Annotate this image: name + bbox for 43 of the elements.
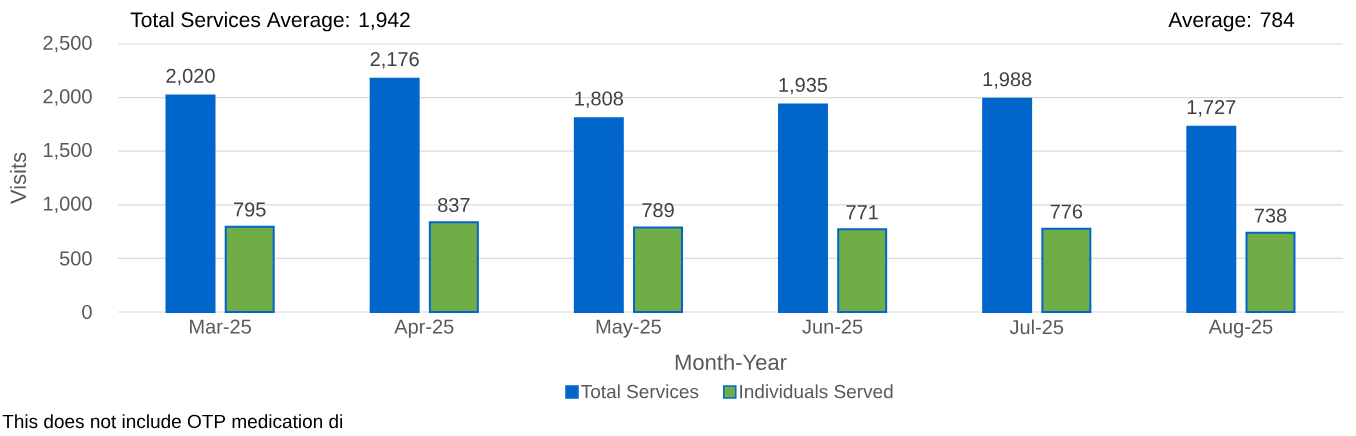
text: Total Services Average: 1,942: [130, 11, 410, 32]
data-label: 2,020: [166, 68, 215, 86]
bar: [1245, 231, 1296, 313]
data-label: 771: [846, 205, 878, 220]
y-tick-label: 1,500: [43, 142, 92, 160]
x-tick-label: Mar-25: [190, 319, 251, 334]
data-label: 1,935: [779, 77, 828, 95]
y-tick-label: 1,000: [43, 196, 92, 214]
data-label: 837: [438, 197, 470, 213]
data-label: 738: [1254, 208, 1287, 223]
x-tick-label: Apr-25: [394, 319, 454, 338]
data-label: 789: [642, 203, 674, 218]
x-tick-label: May-25: [596, 319, 661, 338]
data-label: 1,808: [575, 91, 623, 108]
legend-label: Total Services: [581, 384, 699, 399]
x-tick-label: Jul-25: [1009, 319, 1064, 335]
x-axis-title: Month-Year: [675, 353, 787, 371]
y-tick-label: 500: [59, 251, 92, 266]
y-tick-label: 2,000: [43, 89, 92, 106]
bar: [428, 221, 479, 313]
bar: [165, 94, 216, 313]
bar: [1041, 227, 1092, 313]
y-tick-label: 2,500: [43, 35, 92, 53]
text: This does not include OTP medication di: [2, 414, 342, 429]
bar: [777, 103, 828, 313]
legend-label: Individuals Served: [740, 384, 893, 399]
data-label: 2,176: [370, 51, 419, 69]
data-label: 795: [234, 202, 266, 217]
bar: [982, 97, 1033, 313]
bar: [573, 117, 624, 313]
bar: [369, 77, 420, 313]
y-tick-label: 0: [82, 304, 92, 320]
bar: [1186, 125, 1237, 313]
text: Average: 784: [1168, 12, 1295, 32]
data-label: 1,988: [983, 72, 1032, 89]
bar: [224, 225, 275, 313]
data-label: 1,727: [1187, 100, 1236, 117]
bar: [633, 226, 684, 313]
bar: [837, 228, 888, 313]
data-label: 776: [1050, 204, 1083, 219]
x-tick-label: Aug-25: [1208, 319, 1273, 338]
x-tick-label: Jun-25: [802, 319, 863, 334]
y-axis-title: Visits: [9, 152, 27, 204]
